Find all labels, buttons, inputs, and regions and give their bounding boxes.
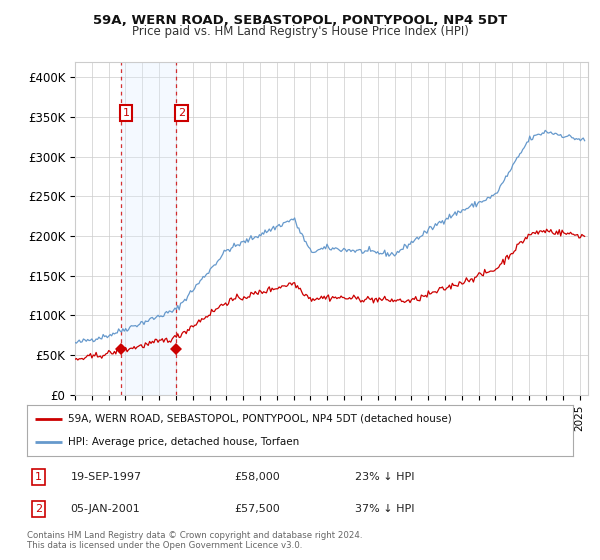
Text: 1: 1 — [35, 472, 42, 482]
Text: £58,000: £58,000 — [235, 472, 280, 482]
Text: Contains HM Land Registry data © Crown copyright and database right 2024.
This d: Contains HM Land Registry data © Crown c… — [27, 531, 362, 550]
Text: 19-SEP-1997: 19-SEP-1997 — [71, 472, 142, 482]
Text: 2: 2 — [178, 108, 185, 118]
Text: 59A, WERN ROAD, SEBASTOPOL, PONTYPOOL, NP4 5DT: 59A, WERN ROAD, SEBASTOPOL, PONTYPOOL, N… — [93, 14, 507, 27]
Text: 59A, WERN ROAD, SEBASTOPOL, PONTYPOOL, NP4 5DT (detached house): 59A, WERN ROAD, SEBASTOPOL, PONTYPOOL, N… — [68, 414, 452, 424]
Bar — [121, 62, 176, 395]
Text: Price paid vs. HM Land Registry's House Price Index (HPI): Price paid vs. HM Land Registry's House … — [131, 25, 469, 38]
Text: 05-JAN-2001: 05-JAN-2001 — [71, 504, 140, 514]
Text: 1: 1 — [122, 108, 130, 118]
Text: £57,500: £57,500 — [235, 504, 280, 514]
Text: 23% ↓ HPI: 23% ↓ HPI — [355, 472, 414, 482]
Text: 37% ↓ HPI: 37% ↓ HPI — [355, 504, 414, 514]
Text: HPI: Average price, detached house, Torfaen: HPI: Average price, detached house, Torf… — [68, 437, 299, 447]
Text: 2: 2 — [35, 504, 43, 514]
